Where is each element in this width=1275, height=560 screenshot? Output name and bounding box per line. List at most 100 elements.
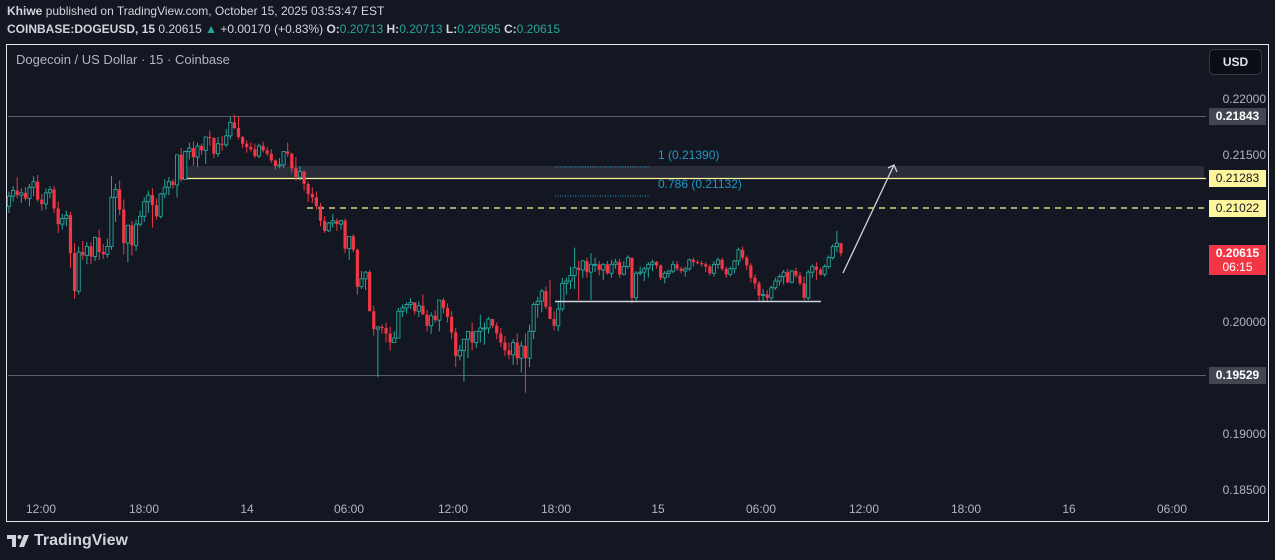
- candle-body: [404, 304, 409, 309]
- time-tick: 18:00: [950, 502, 982, 516]
- candle-body: [700, 263, 704, 265]
- candle-body: [802, 283, 806, 298]
- candle-body: [659, 265, 663, 278]
- time-tick: 06:00: [333, 502, 365, 516]
- candle-body: [200, 145, 204, 151]
- candle-body: [174, 154, 180, 186]
- candle-body: [437, 299, 442, 321]
- time-tick: 18:00: [128, 502, 160, 516]
- candle-body: [495, 325, 499, 334]
- candle-body: [822, 266, 827, 275]
- candle-body: [318, 206, 323, 221]
- projection-arrow[interactable]: [842, 164, 898, 274]
- candle-body: [363, 271, 368, 280]
- candle-body: [556, 308, 561, 327]
- last-price: 0.20615: [158, 22, 202, 36]
- publish-text: published on TradingView.com, October 15…: [45, 4, 385, 18]
- resistance-zone[interactable]: [180, 166, 1204, 178]
- candle-body: [277, 164, 282, 167]
- candle-body: [728, 268, 733, 275]
- close-label: C:: [503, 22, 517, 36]
- current-price-tag: 0.20615 06:15: [1209, 245, 1266, 275]
- candle-body: [675, 264, 679, 269]
- dashed-line-tag: 0.21022: [1209, 200, 1266, 217]
- candle-body: [568, 275, 573, 282]
- candle-body: [220, 143, 224, 145]
- candle-body: [6, 195, 12, 207]
- candle-body: [580, 260, 585, 271]
- candle-body: [609, 263, 614, 274]
- candle-body: [64, 214, 69, 219]
- candle-body: [711, 263, 716, 274]
- candle-body: [527, 330, 532, 359]
- price-tick: 0.22000: [1222, 92, 1266, 106]
- candle-body: [253, 149, 257, 156]
- candle-body: [81, 252, 85, 256]
- candle-body: [72, 253, 77, 292]
- candle-body: [224, 135, 229, 146]
- price-tick: 0.20000: [1222, 315, 1266, 329]
- candle-body: [101, 252, 105, 255]
- price-tick: 0.19000: [1222, 427, 1266, 441]
- candle-body: [294, 168, 298, 178]
- candle-body: [786, 272, 790, 283]
- low-value: 0.20595: [457, 22, 501, 36]
- candle-body: [56, 208, 60, 225]
- candle-body: [457, 349, 462, 357]
- candle-body: [36, 181, 40, 200]
- candle-body: [810, 266, 815, 273]
- candle-body: [134, 223, 139, 246]
- candle-body: [618, 262, 622, 275]
- author-name[interactable]: Khiwe: [7, 4, 43, 18]
- candle-body: [368, 272, 372, 312]
- candle-body: [118, 189, 122, 210]
- candle-body: [839, 243, 843, 254]
- candle-body: [482, 327, 487, 330]
- candle-body: [245, 143, 249, 148]
- symbol-name[interactable]: COINBASE:DOGEUSD, 15: [7, 22, 156, 36]
- time-tick: 14: [240, 502, 254, 516]
- level-high-tag: 0.21843: [1209, 108, 1266, 125]
- candle-body: [130, 225, 134, 246]
- chart-title: Dogecoin / US Dollar · 15 · Coinbase: [16, 52, 230, 67]
- candle-body: [670, 263, 676, 272]
- current-price-value: 0.20615: [1215, 246, 1260, 260]
- candle-body: [212, 138, 216, 154]
- candle-body: [781, 271, 786, 278]
- candle-body: [273, 160, 278, 167]
- candle-body: [634, 272, 639, 299]
- candle-body: [470, 331, 474, 343]
- zone-line-tag: 0.21283: [1209, 170, 1266, 187]
- candle-body: [478, 327, 483, 332]
- candle-body: [539, 290, 544, 302]
- candle-body: [486, 318, 491, 329]
- candle-body: [302, 171, 306, 184]
- candle-body: [749, 265, 753, 278]
- candle-body: [511, 342, 516, 356]
- candle-body: [158, 193, 163, 217]
- candle-body: [715, 259, 721, 265]
- candle-body: [794, 271, 798, 276]
- candle-body: [215, 143, 221, 155]
- candle-body: [314, 197, 318, 207]
- candle-body: [191, 148, 196, 158]
- candle-body: [826, 257, 831, 268]
- candle-body: [138, 215, 143, 225]
- candlestick-series: [6, 114, 843, 393]
- candle-body: [60, 218, 65, 225]
- candle-body: [465, 330, 471, 340]
- candle-body: [630, 257, 634, 298]
- candle-body: [162, 186, 167, 195]
- high-label: H:: [386, 22, 400, 36]
- currency-button[interactable]: USD: [1209, 49, 1262, 75]
- tradingview-logo[interactable]: TradingView: [7, 532, 128, 550]
- candle-body: [322, 220, 327, 231]
- candle-body: [171, 181, 175, 186]
- candle-body: [261, 145, 265, 151]
- candle-body: [413, 302, 417, 312]
- candle-body: [281, 151, 286, 166]
- publish-info: Khiwe published on TradingView.com, Octo…: [7, 4, 384, 18]
- candle-body: [84, 246, 89, 256]
- candle-body: [814, 266, 819, 270]
